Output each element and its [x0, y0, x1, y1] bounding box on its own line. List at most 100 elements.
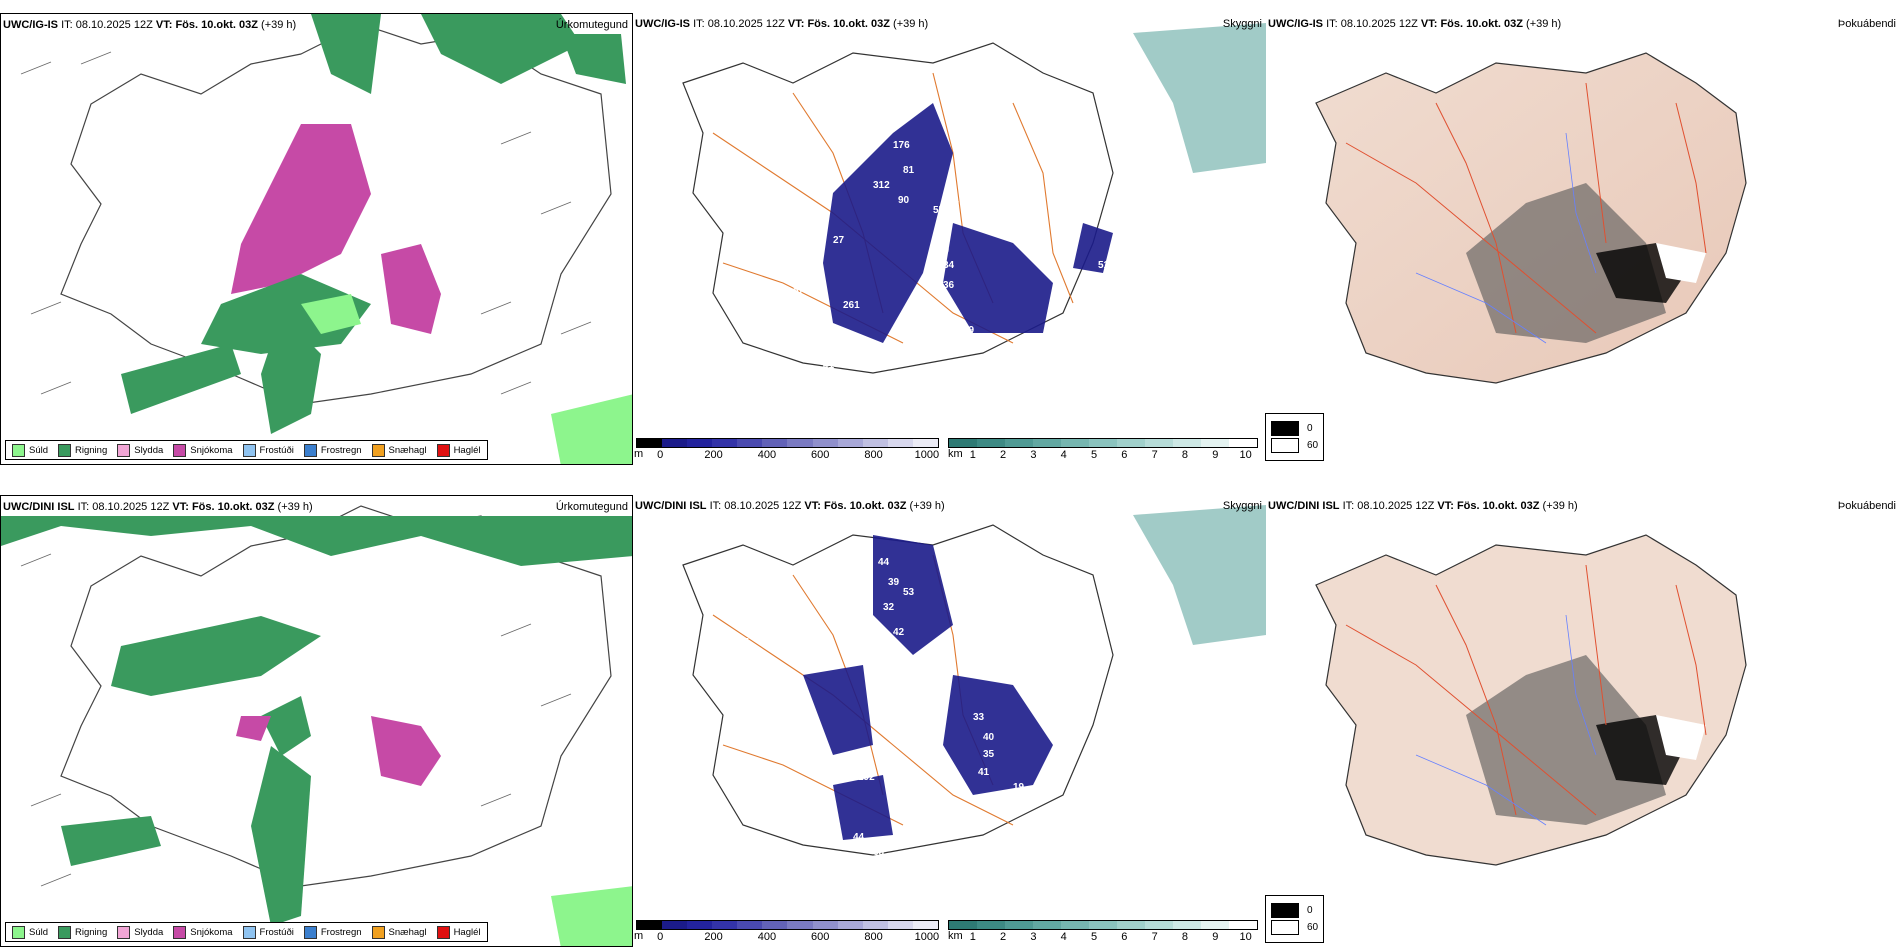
- colorbar-segment: [687, 439, 713, 447]
- colorbar-tick: 4: [1060, 931, 1067, 943]
- colorbar-segment: [1005, 921, 1033, 929]
- cloud-base-value: 372: [878, 110, 895, 121]
- legend-swatch: [117, 925, 131, 939]
- colorbar-segment: [949, 439, 977, 447]
- colorbar-segment: [812, 439, 838, 447]
- legend-label: Frostúði: [259, 444, 294, 456]
- cloud-base-value: 46: [1113, 742, 1125, 753]
- colorbar-segment: [637, 439, 663, 447]
- colorbar-segment: [837, 921, 863, 929]
- colorbar-segment: [1229, 439, 1257, 447]
- legend-label: Snæhagl: [388, 444, 427, 456]
- colorbar-segment: [1145, 439, 1173, 447]
- ptype-legend-item: Súld: [12, 443, 48, 457]
- cloud-base-value: 19: [963, 325, 975, 336]
- colorbar-tick: 9: [1212, 931, 1219, 943]
- legend-label: Slydda: [134, 444, 164, 456]
- panel-tag: Skyggni: [1222, 500, 1262, 512]
- colorbar-tick: 6: [1121, 449, 1128, 461]
- cloud-base-value: 30: [853, 877, 865, 888]
- panel-title: UWC/IG-IS IT: 08.10.2025 12Z VT: Fös. 10…: [635, 18, 929, 30]
- ptype-panel-1: UWC/IG-IS IT: 08.10.2025 12Z VT: Fös. 10…: [0, 13, 633, 465]
- colorbar-tick: 2: [1000, 449, 1007, 461]
- fog-legend-item: 0: [1271, 421, 1318, 436]
- colorbar-segment: [887, 921, 913, 929]
- legend-swatch: [58, 925, 72, 939]
- cloud-base-value: 42: [1123, 727, 1135, 738]
- panel-title: UWC/IG-IS IT: 08.10.2025 12Z VT: Fös. 10…: [3, 19, 297, 31]
- colorbar-segment: [1089, 439, 1117, 447]
- colorbar-segment: [977, 439, 1005, 447]
- legend-swatch: [436, 443, 450, 457]
- fog-map-1: [1315, 52, 1747, 384]
- ptype-legend-item: Súld: [12, 925, 49, 939]
- fog-panel-1: UWC/IG-IS IT: 08.10.2025 12Z VT: Fös. 10…: [1266, 13, 1900, 465]
- colorbar-segment: [862, 921, 888, 929]
- colorbar-segment: [812, 921, 838, 929]
- colorbar-tick: 8: [1181, 449, 1189, 461]
- legend-swatch: [117, 443, 131, 457]
- legend-label: Slydda: [134, 926, 164, 938]
- cloud-panel-1: 372 300 176 81 90 312 55 97 21 27 46 39 34 36 87 261 188…: [633, 13, 1266, 465]
- ptype-legend-item: Frostregn: [303, 925, 362, 939]
- colorbar-tick: 1: [969, 449, 976, 461]
- ptype-legend-item: Haglél: [436, 443, 481, 457]
- colorbar-tick: 10: [1239, 931, 1252, 943]
- colorbar-segment: [1005, 439, 1033, 447]
- cloud-base-value: 36: [943, 280, 955, 291]
- cloud-panel-2: 44 39 53 32 42 57 29 33 40 35 41 192 44 63 41 30 27 19 75 7…: [633, 495, 1266, 947]
- colorbar-segment: [762, 439, 788, 447]
- visibility-colorbar: km 1 2 3 4 5 6 7 8 9 10: [948, 438, 1258, 462]
- ptype-legend-item: Snæhagl: [371, 443, 427, 457]
- cloud-base-value: 90: [898, 195, 910, 206]
- colorbar-tick: 3: [1030, 449, 1037, 461]
- panel-tag: Úrkomutegund: [555, 501, 628, 513]
- legend-swatch: [1271, 903, 1299, 918]
- colorbar-tick: 3: [1030, 931, 1037, 943]
- colorbar-segment: [1117, 921, 1145, 929]
- cloud-base-value: 42: [818, 335, 830, 346]
- legend-label: Haglél: [453, 444, 481, 456]
- fog-legend: 0 60: [1265, 413, 1325, 461]
- fog-map-2: [1315, 534, 1747, 866]
- ptype-legend-item: Snjókoma: [173, 443, 233, 457]
- legend-swatch: [303, 443, 317, 457]
- cloud-base-value: 78: [773, 265, 785, 276]
- cloud-base-value: 53: [903, 587, 915, 598]
- colorbar-tick: 400: [757, 931, 777, 943]
- colorbar-tick: 600: [811, 449, 830, 461]
- colorbar-segment: [637, 921, 663, 929]
- colorbar-tick: 1: [969, 931, 976, 943]
- ptype-legend-item: Slydda: [117, 925, 164, 939]
- cloud-base-value: 44: [878, 557, 890, 568]
- ptype-legend: Súld Rigning Slydda Snjókoma Frostúði Frostre…: [5, 440, 488, 460]
- ptype-legend-item: Frostúði: [242, 925, 294, 939]
- legend-label: Frostregn: [320, 444, 362, 456]
- legend-label: Súld: [29, 926, 49, 938]
- fog-panel-2: UWC/DINI ISL IT: 08.10.2025 12Z VT: Fös.…: [1266, 495, 1900, 947]
- legend-label: Rigning: [75, 444, 108, 456]
- colorbar-tick: 200: [704, 449, 723, 461]
- cloudbase-colorbar: m 0 200 400 600 800 1000: [634, 438, 940, 462]
- colorbar-segment: [912, 921, 938, 929]
- colorbar-segment: [949, 921, 977, 929]
- colorbar-segment: [762, 921, 788, 929]
- colorbar-segment: [1201, 921, 1229, 929]
- legend-label: Snjókoma: [190, 926, 233, 938]
- cloud-base-value: 81: [903, 165, 915, 176]
- cloud-base-value: 19: [1013, 782, 1025, 793]
- colorbar-tick: 1000: [914, 449, 940, 461]
- colorbar-tick: 4: [1060, 449, 1067, 461]
- panel-tag: Skyggni: [1222, 18, 1262, 30]
- ptype-map-2: [1, 496, 632, 946]
- cloud-base-value: 34: [943, 260, 955, 271]
- colorbar-tick: 9: [1212, 449, 1219, 461]
- colorbar-tick: 2: [1000, 931, 1007, 943]
- cloud-base-value: 38: [983, 667, 995, 678]
- colorbar-tick: 7: [1151, 449, 1158, 461]
- colorbar-segment: [912, 439, 938, 447]
- colorbar-segment: [662, 921, 688, 929]
- panel-tag: Úrkomutegund: [555, 19, 628, 31]
- legend-swatch: [242, 443, 256, 457]
